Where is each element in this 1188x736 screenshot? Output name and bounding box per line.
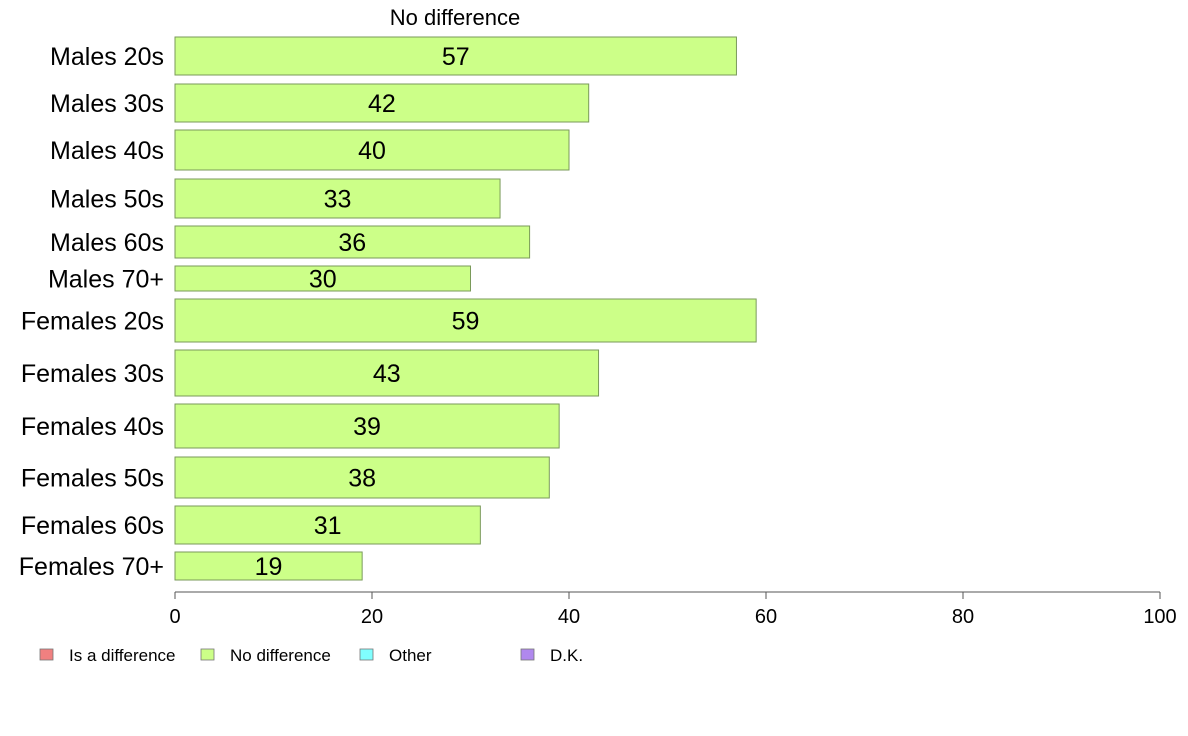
category-label: Females 40s (21, 413, 164, 441)
bar (174, 551, 363, 581)
value-label: 31 (314, 512, 342, 540)
category-label: Males 60s (50, 229, 164, 257)
value-label: 30 (309, 266, 337, 294)
legend-swatch (520, 648, 535, 661)
x-axis: 0 20 40 60 80 100 (169, 591, 1177, 628)
bar (174, 83, 590, 123)
legend-label: No difference (230, 646, 331, 665)
value-label: 36 (338, 229, 366, 257)
bar (174, 456, 550, 499)
legend-label: Other (389, 646, 432, 665)
category-label: Males 70+ (48, 266, 164, 294)
category-label: Females 20s (21, 308, 164, 336)
value-label: 59 (452, 308, 480, 336)
value-label: 42 (368, 90, 396, 118)
value-label: 19 (255, 553, 283, 581)
x-tick-label: 20 (361, 606, 383, 628)
legend-swatch (39, 648, 54, 661)
value-label: 39 (353, 413, 381, 441)
category-label: Females 30s (21, 360, 164, 388)
category-label: Males 30s (50, 90, 164, 118)
category-label: Males 40s (50, 137, 164, 165)
x-tick-label: 0 (169, 606, 180, 628)
value-label: 38 (348, 465, 376, 493)
category-label: Females 60s (21, 512, 164, 540)
bar (174, 403, 560, 449)
bar (174, 178, 501, 219)
bars-layer: Males 20s 57 Males 30s 42 Males 40s 40 Males 5… (19, 36, 757, 581)
legend-label: Is a difference (69, 646, 175, 665)
value-label: 33 (324, 186, 352, 214)
category-label: Males 50s (50, 186, 164, 214)
legend-label: D.K. (550, 646, 583, 665)
value-label: 43 (373, 360, 401, 388)
bar (174, 225, 531, 259)
x-tick-label: 40 (558, 606, 580, 628)
category-label: Males 20s (50, 43, 164, 71)
bar (174, 349, 600, 397)
category-label: Females 70+ (19, 553, 164, 581)
x-tick-label: 100 (1143, 606, 1176, 628)
value-label: 40 (358, 137, 386, 165)
x-tick-label: 60 (755, 606, 777, 628)
category-label: Females 50s (21, 465, 164, 493)
chart-title: No difference (390, 5, 520, 30)
legend-swatch (359, 648, 374, 661)
bar (174, 505, 481, 545)
bar (174, 129, 570, 171)
legend: Is a difference No difference Other D.K. (39, 646, 583, 665)
x-tick-label: 80 (952, 606, 974, 628)
bar (174, 36, 737, 76)
legend-swatch (200, 648, 215, 661)
value-label: 57 (442, 43, 470, 71)
bar (174, 265, 471, 292)
bar (174, 298, 757, 343)
